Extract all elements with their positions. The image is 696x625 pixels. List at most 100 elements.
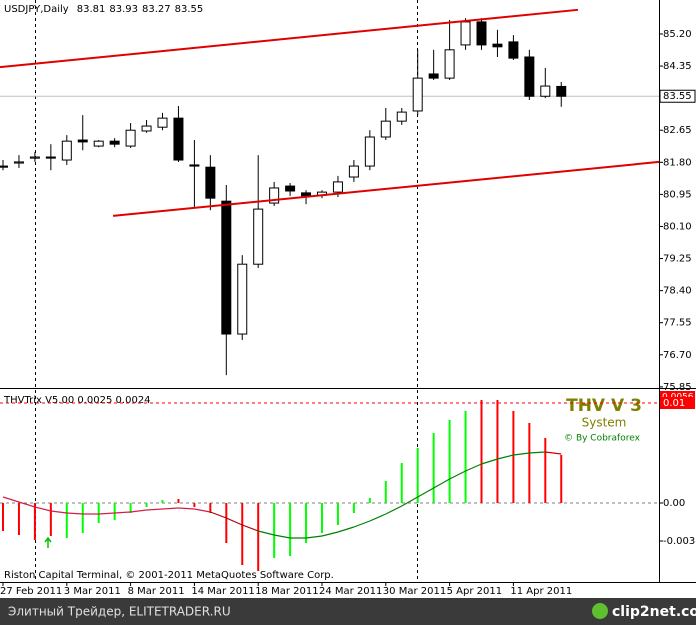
signal-segment	[258, 530, 275, 536]
candle-body	[524, 56, 535, 97]
candle-body	[301, 192, 312, 197]
candle-body	[380, 120, 391, 138]
x-tick-label: 18 Mar 2011	[255, 586, 318, 597]
trendline	[0, 8, 579, 69]
signal-segment	[545, 451, 562, 455]
candle-body	[556, 85, 567, 97]
signal-segment	[66, 512, 83, 515]
signal-segment	[226, 517, 243, 526]
candle-body	[460, 21, 471, 46]
current-price-box	[659, 89, 696, 103]
signal-segment	[242, 524, 259, 532]
footer-bar	[0, 598, 696, 625]
candle-body	[396, 111, 407, 122]
signal-segment	[210, 511, 227, 519]
y-tick-label: 75.85	[663, 382, 692, 393]
symbol: USDJPY,Daily	[4, 4, 69, 15]
candle-body	[109, 140, 120, 145]
signal-segment	[2, 496, 20, 503]
max-label-box	[660, 391, 695, 402]
x-tick-label: 5 Apr 2011	[447, 586, 502, 597]
candle-body	[237, 263, 248, 335]
candle-body	[13, 161, 24, 164]
candle-body	[269, 187, 280, 204]
candle-body	[444, 49, 455, 79]
x-tick-label: 27 Feb 2011	[0, 586, 62, 597]
signal-segment	[146, 508, 163, 511]
signal-segment	[433, 478, 450, 489]
candle-body	[285, 185, 296, 192]
x-tick-label: 8 Mar 2011	[128, 586, 185, 597]
footer-logo[interactable]: clip2net.com	[612, 604, 696, 620]
candle-body	[141, 125, 152, 132]
candle-body	[540, 85, 551, 97]
candle-body	[348, 165, 359, 178]
signal-segment	[18, 501, 36, 508]
candle-body	[29, 156, 40, 159]
y2-tick-label: 0.00	[663, 498, 685, 509]
candle-body	[173, 117, 184, 161]
background	[0, 0, 696, 598]
signal-segment	[385, 505, 403, 515]
signal-segment	[274, 534, 291, 539]
current-price-label: 83.55	[663, 91, 692, 102]
y-tick-label: 79.25	[663, 254, 692, 265]
signal-segment	[321, 531, 339, 537]
y-tick-label: 84.35	[663, 61, 692, 72]
candle-body	[205, 166, 216, 199]
y-tick-label: 77.55	[663, 318, 692, 329]
signal-segment	[34, 506, 51, 512]
x-tick-label: 14 Mar 2011	[191, 586, 254, 597]
candle-body	[157, 117, 168, 128]
signal-segment	[369, 513, 387, 522]
y-tick-label: 80.10	[663, 221, 692, 232]
candle-body	[125, 129, 136, 147]
candle-body	[0, 165, 8, 168]
signal-segment	[513, 452, 530, 456]
watermark-title: THV V 3	[566, 396, 642, 416]
signal-segment	[114, 511, 131, 514]
candle-body	[508, 41, 519, 59]
y-tick-label: 82.65	[663, 125, 692, 136]
candle-body	[412, 77, 423, 112]
y2-tick-box	[660, 397, 695, 409]
logo-icon	[592, 603, 608, 619]
signal-segment	[337, 526, 355, 533]
trendline	[112, 160, 660, 217]
y-tick-label: 85.20	[663, 29, 692, 40]
header-open: 83.81	[77, 4, 106, 15]
signal-segment	[178, 507, 195, 510]
candle-body	[77, 139, 88, 143]
y-tick-label: 78.40	[663, 286, 692, 297]
signal-segment	[353, 520, 371, 528]
signal-segment	[50, 510, 67, 514]
x-tick-label: 3 Mar 2011	[64, 586, 121, 597]
header-low: 83.27	[142, 4, 171, 15]
y-tick-label: 80.95	[663, 189, 692, 200]
candle-body	[428, 73, 439, 79]
signal-segment	[529, 451, 546, 454]
x-tick-label: 24 Mar 2011	[319, 586, 382, 597]
candle-body	[492, 43, 503, 48]
signal-segment	[465, 463, 482, 472]
signal-segment	[194, 508, 211, 513]
copyright: Riston Capital Terminal, © 2001-2011 Met…	[4, 570, 334, 581]
signal-segment	[401, 496, 418, 507]
header-high: 83.93	[109, 4, 138, 15]
y-tick-label: 76.70	[663, 350, 692, 361]
y2-tick-label: -0.0038	[663, 536, 696, 547]
signal-segment	[162, 507, 179, 510]
x-tick-label: 30 Mar 2011	[383, 586, 446, 597]
candle-body	[189, 164, 200, 167]
indicator-title: THVTrix V5.00 0.0025 0.0024	[3, 395, 151, 406]
signal-segment	[481, 458, 498, 465]
footer-site: Элитный Трейдер, ELITETRADER.RU	[8, 605, 231, 619]
signal-segment	[98, 512, 115, 515]
signal-segment	[497, 454, 514, 460]
watermark-credit: © By Cobraforex	[564, 434, 640, 444]
y2-tick-label: 0.01	[663, 398, 685, 409]
candle-body	[93, 140, 104, 147]
signal-segment	[417, 487, 434, 498]
candle-body	[61, 140, 72, 161]
